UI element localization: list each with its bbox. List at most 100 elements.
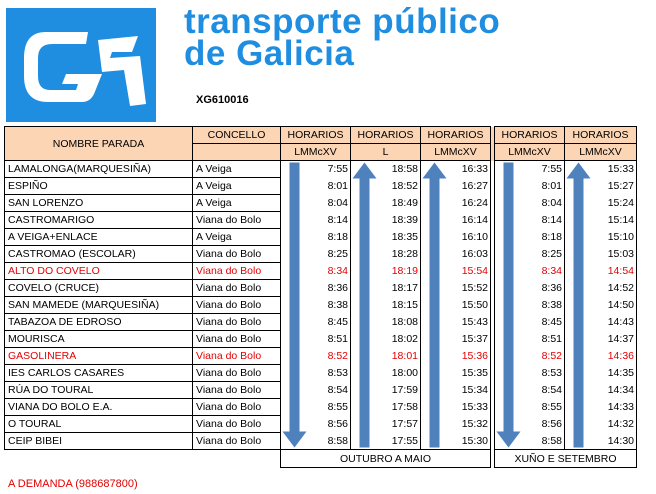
departure-time: 14:36 (564, 347, 637, 365)
departure-time: 15:24 (564, 194, 637, 212)
departure-time: 15:50 (420, 296, 491, 314)
departure-time: 18:28 (350, 245, 421, 263)
departure-time: 8:56 (494, 415, 565, 433)
table-row: LAMALONGA(MARQUESIÑA) A Veiga 7:55 18:58 16:… (4, 160, 637, 178)
departure-time: 15:36 (420, 347, 491, 365)
table-row: COVELO (CRUCE) Viana do Bolo 8:36 18:17 15:5… (4, 279, 637, 297)
departure-time: 15:03 (564, 245, 637, 263)
timetable-rows: LAMALONGA(MARQUESIÑA) A Veiga 7:55 18:58 16:… (4, 160, 637, 450)
table-row: TABAZOA DE EDROSO Viana do Bolo 8:45 18:08 1… (4, 313, 637, 331)
header-council: CONCELLO (192, 126, 281, 144)
departure-time: 15:30 (420, 432, 491, 450)
departure-time: 15:14 (564, 211, 637, 229)
departure-time: 18:19 (350, 262, 421, 280)
stop-name: TABAZOA DE EDROSO (4, 313, 193, 331)
table-row: SAN LORENZO A Veiga 8:04 18:49 16:24 8:04 15:2… (4, 194, 637, 212)
departure-time: 14:35 (564, 364, 637, 382)
table-row: GASOLINERA Viana do Bolo 8:52 18:01 15:36 8:5… (4, 347, 637, 365)
departure-time: 15:32 (420, 415, 491, 433)
stop-name: A VEIGA+ENLACE (4, 228, 193, 246)
departure-time: 14:52 (564, 279, 637, 297)
header-days-4: LMMcXV (494, 143, 565, 161)
departure-time: 14:34 (564, 381, 637, 399)
brand-title-line1: transporte público (184, 2, 501, 41)
table-row: ESPIÑO A Veiga 8:01 18:52 16:27 8:01 15:27 (4, 177, 637, 195)
table-row: IES CARLOS CASARES Viana do Bolo 8:53 18:00… (4, 364, 637, 382)
departure-time: 18:49 (350, 194, 421, 212)
departure-time: 14:50 (564, 296, 637, 314)
departure-time: 8:56 (280, 415, 351, 433)
route-code: XG610016 (196, 94, 249, 106)
departure-time: 7:55 (280, 160, 351, 178)
departure-time: 8:52 (280, 347, 351, 365)
departure-time: 7:55 (494, 160, 565, 178)
departure-time: 14:30 (564, 432, 637, 450)
table-row: A VEIGA+ENLACE A Veiga 8:18 18:35 16:10 8:18 1… (4, 228, 637, 246)
departure-time: 18:08 (350, 313, 421, 331)
stop-name: ALTO DO COVELO (4, 262, 193, 280)
departure-time: 18:39 (350, 211, 421, 229)
departure-time: 8:01 (494, 177, 565, 195)
table-row: CASTROMAO (ESCOLAR) Viana do Bolo 8:25 18:2… (4, 245, 637, 263)
departure-time: 18:35 (350, 228, 421, 246)
departure-time: 15:52 (420, 279, 491, 297)
departure-time: 8:25 (280, 245, 351, 263)
departure-time: 16:24 (420, 194, 491, 212)
table-row: CEIP BIBEI Viana do Bolo 8:58 17:55 15:30 8:5… (4, 432, 637, 450)
departure-time: 8:04 (280, 194, 351, 212)
departure-time: 8:55 (494, 398, 565, 416)
stop-name: LAMALONGA(MARQUESIÑA) (4, 160, 193, 178)
table-row: CASTROMARIGO Viana do Bolo 8:14 18:39 16:14 8… (4, 211, 637, 229)
council-name: Viana do Bolo (192, 262, 281, 280)
header-schedule-2: HORARIOS (350, 126, 421, 144)
departure-time: 16:03 (420, 245, 491, 263)
departure-time: 15:33 (564, 160, 637, 178)
departure-time: 8:04 (494, 194, 565, 212)
stop-name: RÚA DO TOURAL (4, 381, 193, 399)
stop-name: MOURISCA (4, 330, 193, 348)
stop-name: IES CARLOS CASARES (4, 364, 193, 382)
council-name: Viana do Bolo (192, 432, 281, 450)
table-row: VIANA DO BOLO E.A. Viana do Bolo 8:55 17:58… (4, 398, 637, 416)
departure-time: 16:33 (420, 160, 491, 178)
header-schedule-3: HORARIOS (420, 126, 491, 144)
stop-name: CEIP BIBEI (4, 432, 193, 450)
departure-time: 8:58 (494, 432, 565, 450)
departure-time: 18:52 (350, 177, 421, 195)
departure-time: 15:33 (420, 398, 491, 416)
departure-time: 8:18 (494, 228, 565, 246)
departure-time: 14:54 (564, 262, 637, 280)
departure-time: 16:27 (420, 177, 491, 195)
departure-time: 15:34 (420, 381, 491, 399)
departure-time: 18:00 (350, 364, 421, 382)
council-name: Viana do Bolo (192, 279, 281, 297)
period-summer: XUÑO E SETEMBRO (494, 449, 637, 468)
council-name: Viana do Bolo (192, 296, 281, 314)
departure-time: 8:38 (280, 296, 351, 314)
departure-time: 8:36 (494, 279, 565, 297)
departure-time: 8:52 (494, 347, 565, 365)
stop-name: VIANA DO BOLO E.A. (4, 398, 193, 416)
council-name: Viana do Bolo (192, 415, 281, 433)
departure-time: 18:17 (350, 279, 421, 297)
departure-time: 16:14 (420, 211, 491, 229)
departure-time: 8:51 (280, 330, 351, 348)
header-days-2: L (350, 143, 421, 161)
departure-time: 15:27 (564, 177, 637, 195)
header-stop-name: NOMBRE PARADA (4, 126, 193, 161)
departure-time: 8:18 (280, 228, 351, 246)
council-name: A Veiga (192, 177, 281, 195)
departure-time: 18:58 (350, 160, 421, 178)
departure-time: 17:59 (350, 381, 421, 399)
header-schedule-1: HORARIOS (280, 126, 351, 144)
table-row: ALTO DO COVELO Viana do Bolo 8:34 18:19 15:5… (4, 262, 637, 280)
header-days-5: LMMcXV (564, 143, 637, 161)
departure-time: 8:01 (280, 177, 351, 195)
council-name: A Veiga (192, 160, 281, 178)
header-days-3: LMMcXV (420, 143, 491, 161)
departure-time: 14:43 (564, 313, 637, 331)
table-row: SAN MAMEDE (MARQUESIÑA) Viana do Bolo 8:38… (4, 296, 637, 314)
departure-time: 14:37 (564, 330, 637, 348)
departure-time: 8:25 (494, 245, 565, 263)
stop-name: SAN MAMEDE (MARQUESIÑA) (4, 296, 193, 314)
